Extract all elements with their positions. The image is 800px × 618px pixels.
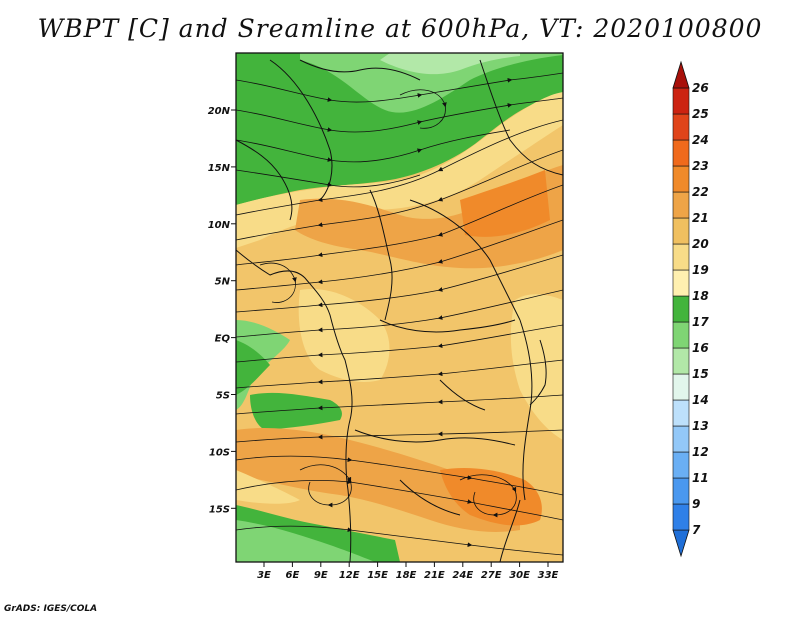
colorbar-label: 16 [692,341,709,355]
streamlines [236,72,563,556]
lat-label: 15S [209,504,230,515]
lon-label: 15E [367,570,388,581]
map-title: WBPT [C] and Sreamline at 600hPa, VT: 20… [37,14,763,43]
colorbar-label: 17 [692,315,709,329]
colorbar-box [672,139,690,167]
longitude-axis: 3E 6E 9E 12E 15E 18E 21E 24E 27E 30E 33E [257,562,559,581]
colorbar-label: 21 [692,211,709,225]
lat-label: EQ [215,334,231,345]
colorbar-label: 24 [692,133,709,147]
colorbar: 7 9 11 12 13 14 15 16 17 18 19 20 21 22 23 24 25 26 [672,60,709,558]
colorbar-label: 18 [692,289,709,303]
colorbar-box [672,451,690,479]
colorbar-label: 13 [692,419,709,433]
colorbar-box [672,477,690,505]
colorbar-label: 20 [692,237,709,251]
lat-label: 10N [208,220,231,231]
colorbar-label: 22 [692,185,709,199]
lon-label: 6E [286,570,300,581]
colorbar-label: 14 [692,393,709,407]
wbpt-shaded-field [236,53,563,562]
lon-label: 18E [396,570,417,581]
colorbar-min-arrow [672,529,690,558]
lat-label: 10S [209,447,230,458]
colorbar-label: 25 [692,107,709,121]
latitude-axis: 20N 15N 10N 5N EQ 5S 10S 15S [208,106,236,515]
colorbar-box [672,165,690,193]
lon-label: 12E [339,570,360,581]
colorbar-box [672,217,690,245]
colorbar-box [672,295,690,323]
colorbar-label: 19 [692,263,709,277]
colorbar-box [672,269,690,297]
colorbar-label: 23 [692,159,709,173]
colorbar-box [672,191,690,219]
lon-label: 33E [538,570,559,581]
colorbar-label: 9 [692,497,700,511]
lon-label: 27E [481,570,502,581]
colorbar-box [672,399,690,427]
colorbar-label: 15 [692,367,709,381]
lon-label: 21E [424,570,445,581]
colorbar-max-arrow [672,60,690,89]
colorbar-label: 11 [692,471,709,485]
lon-label: 24E [452,570,473,581]
lat-label: 5S [216,391,230,402]
colorbar-box [672,87,690,115]
colorbar-label: 12 [692,445,709,459]
grads-credit: GrADS: IGES/COLA [4,604,98,614]
plot-frame [235,52,564,563]
lon-label: 9E [314,570,328,581]
colorbar-box [672,347,690,375]
colorbar-box [672,321,690,349]
colorbar-label: 7 [692,523,701,537]
lat-label: 15N [208,163,231,174]
colorbar-box [672,503,690,531]
colorbar-box [672,113,690,141]
colorbar-label: 26 [692,81,709,95]
lat-label: 20N [208,106,231,117]
lat-label: 5N [215,277,231,288]
colorbar-box [672,373,690,401]
colorbar-box [672,243,690,271]
lon-label: 3E [257,570,271,581]
lon-label: 30E [509,570,530,581]
colorbar-box [672,425,690,453]
